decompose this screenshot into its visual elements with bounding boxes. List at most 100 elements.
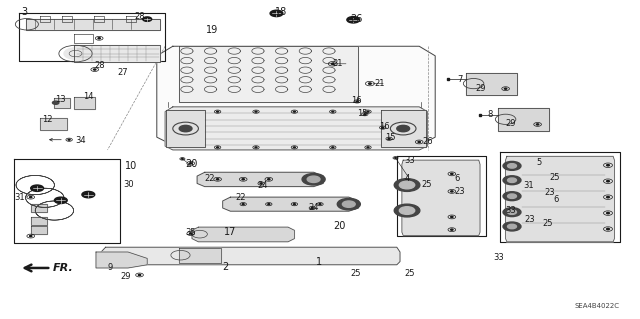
Circle shape (64, 48, 87, 59)
Circle shape (319, 204, 321, 205)
Polygon shape (31, 204, 47, 212)
Circle shape (29, 197, 32, 198)
Circle shape (508, 164, 516, 168)
Text: 5: 5 (536, 158, 541, 167)
Circle shape (216, 147, 219, 148)
Circle shape (503, 192, 521, 201)
Circle shape (607, 228, 609, 230)
Polygon shape (402, 160, 480, 235)
Circle shape (189, 163, 192, 164)
Circle shape (242, 204, 244, 205)
Circle shape (503, 161, 521, 170)
Polygon shape (197, 172, 323, 187)
Text: 23: 23 (454, 187, 465, 196)
Text: 22: 22 (205, 174, 215, 182)
Text: 12: 12 (42, 115, 52, 124)
Circle shape (143, 17, 152, 21)
Polygon shape (223, 197, 358, 211)
Circle shape (307, 176, 320, 182)
Circle shape (268, 179, 270, 180)
Circle shape (508, 178, 516, 182)
Text: 16: 16 (351, 96, 362, 105)
Circle shape (397, 125, 410, 132)
Circle shape (503, 208, 521, 217)
Text: 6: 6 (554, 195, 559, 204)
Circle shape (332, 111, 334, 112)
Text: 15: 15 (357, 109, 367, 118)
Text: 24: 24 (257, 181, 268, 189)
Circle shape (54, 197, 67, 204)
Polygon shape (96, 252, 147, 268)
Circle shape (93, 69, 96, 70)
Text: 15: 15 (385, 133, 396, 142)
Circle shape (451, 216, 453, 218)
Circle shape (268, 204, 270, 205)
Text: 29: 29 (506, 119, 516, 128)
Polygon shape (192, 227, 294, 242)
Text: 22: 22 (236, 193, 246, 202)
Text: 25: 25 (351, 269, 361, 278)
Circle shape (607, 212, 609, 214)
Circle shape (242, 179, 244, 180)
Circle shape (418, 141, 420, 143)
Circle shape (302, 174, 325, 185)
Text: 30: 30 (123, 180, 134, 189)
Circle shape (367, 111, 369, 112)
Circle shape (451, 173, 453, 174)
Circle shape (52, 101, 59, 104)
Text: 10: 10 (125, 161, 137, 171)
Text: 19: 19 (206, 25, 218, 35)
Circle shape (508, 224, 516, 229)
Text: 27: 27 (117, 68, 128, 77)
Circle shape (270, 10, 283, 17)
Circle shape (216, 111, 219, 112)
Circle shape (503, 176, 521, 185)
Polygon shape (166, 110, 205, 147)
Circle shape (332, 147, 334, 148)
Circle shape (508, 210, 516, 214)
Text: 25: 25 (404, 269, 415, 278)
Text: 28: 28 (134, 12, 145, 21)
Circle shape (356, 101, 358, 102)
Text: 23: 23 (544, 188, 555, 197)
Circle shape (68, 139, 70, 140)
Text: 9: 9 (108, 263, 113, 272)
Circle shape (399, 207, 415, 214)
Circle shape (179, 125, 192, 132)
Text: 31: 31 (14, 193, 25, 202)
Text: 33: 33 (506, 206, 516, 215)
Circle shape (138, 274, 141, 276)
Text: 31: 31 (524, 181, 534, 190)
Text: 7: 7 (458, 75, 463, 84)
Circle shape (399, 181, 415, 189)
Circle shape (332, 63, 334, 64)
Text: 8: 8 (488, 110, 493, 119)
Polygon shape (157, 46, 435, 145)
Text: SEA4B4022C: SEA4B4022C (575, 303, 620, 309)
Circle shape (312, 208, 314, 209)
Text: 29: 29 (476, 84, 486, 93)
Polygon shape (31, 226, 47, 234)
Circle shape (294, 111, 296, 112)
Circle shape (369, 83, 371, 84)
Circle shape (337, 198, 360, 210)
Circle shape (255, 111, 257, 112)
Text: FR.: FR. (52, 263, 73, 273)
Circle shape (255, 147, 257, 148)
Polygon shape (498, 108, 549, 131)
Text: 28: 28 (95, 61, 106, 70)
Circle shape (394, 179, 420, 191)
Polygon shape (40, 118, 67, 130)
Circle shape (536, 124, 539, 125)
Text: 14: 14 (83, 92, 93, 101)
Circle shape (367, 147, 369, 148)
Polygon shape (74, 45, 160, 62)
Text: 16: 16 (379, 122, 390, 131)
Circle shape (189, 233, 192, 234)
Text: 33: 33 (493, 253, 504, 262)
Circle shape (31, 185, 44, 191)
Text: 2: 2 (223, 262, 229, 272)
Polygon shape (381, 110, 426, 147)
Text: 21: 21 (333, 59, 343, 68)
Polygon shape (179, 248, 221, 263)
